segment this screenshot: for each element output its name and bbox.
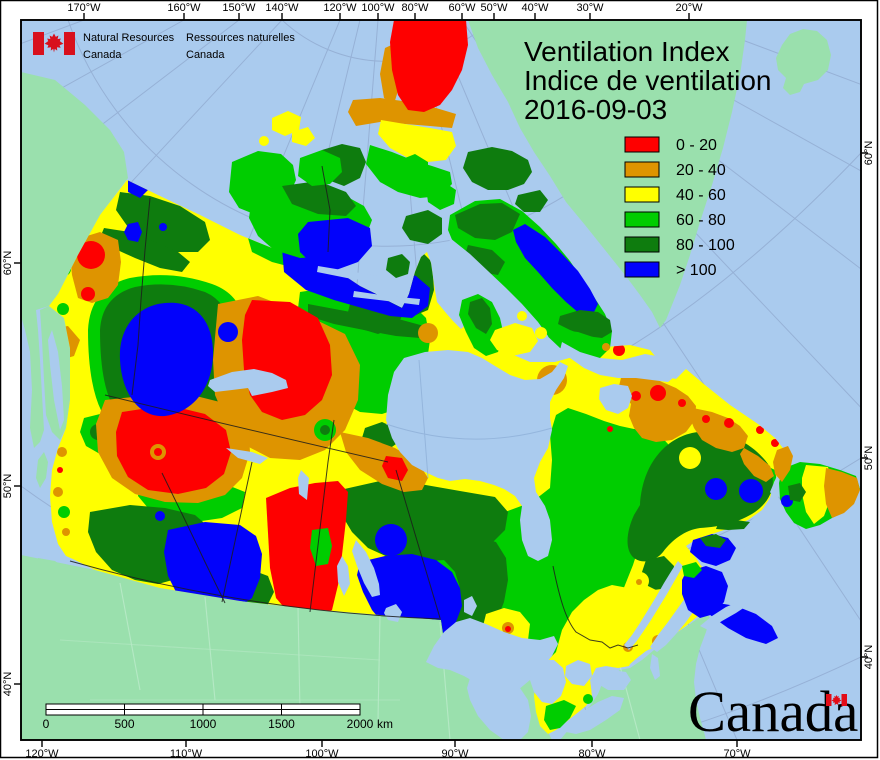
svg-text:km: km — [377, 717, 393, 731]
svg-text:1500: 1500 — [268, 717, 295, 731]
svg-text:2000: 2000 — [347, 717, 374, 731]
svg-text:Natural Resources: Natural Resources — [83, 32, 175, 44]
svg-text:0 - 20: 0 - 20 — [676, 137, 717, 154]
svg-text:60°N: 60°N — [2, 251, 14, 276]
svg-text:160°W: 160°W — [167, 2, 201, 14]
svg-text:500: 500 — [114, 717, 134, 731]
svg-text:60 - 80: 60 - 80 — [676, 212, 726, 229]
svg-text:1000: 1000 — [190, 717, 217, 731]
svg-text:90°W: 90°W — [441, 748, 469, 760]
svg-text:Canada: Canada — [688, 680, 858, 744]
svg-text:110°W: 110°W — [170, 748, 203, 760]
svg-text:Canada: Canada — [186, 49, 225, 61]
svg-text:40°W: 40°W — [521, 2, 549, 14]
svg-text:2016-09-03: 2016-09-03 — [524, 94, 667, 125]
svg-text:120°W: 120°W — [323, 2, 357, 14]
svg-text:80 - 100: 80 - 100 — [676, 237, 735, 254]
svg-text:70°W: 70°W — [723, 748, 751, 760]
svg-text:80°W: 80°W — [578, 748, 606, 760]
svg-text:50°N: 50°N — [2, 474, 14, 499]
svg-text:40°N: 40°N — [863, 645, 875, 670]
svg-text:Canada: Canada — [83, 49, 122, 61]
svg-text:Indice de ventilation: Indice de ventilation — [524, 65, 772, 96]
svg-text:100°W: 100°W — [361, 2, 395, 14]
svg-text:20 - 40: 20 - 40 — [676, 162, 726, 179]
svg-text:80°W: 80°W — [401, 2, 429, 14]
svg-text:60°W: 60°W — [448, 2, 476, 14]
svg-text:40°N: 40°N — [2, 672, 14, 697]
svg-text:0: 0 — [43, 717, 50, 731]
svg-text:100°W: 100°W — [305, 748, 339, 760]
svg-text:150°W: 150°W — [222, 2, 256, 14]
svg-text:170°W: 170°W — [67, 2, 101, 14]
svg-text:60°N: 60°N — [863, 141, 875, 166]
svg-text:20°W: 20°W — [675, 2, 703, 14]
svg-text:30°W: 30°W — [576, 2, 604, 14]
svg-text:50°W: 50°W — [480, 2, 508, 14]
svg-text:50°N: 50°N — [863, 446, 875, 471]
svg-text:120°W: 120°W — [25, 748, 59, 760]
svg-text:> 100: > 100 — [676, 262, 717, 279]
svg-text:140°W: 140°W — [265, 2, 299, 14]
svg-text:Ventilation Index: Ventilation Index — [524, 36, 730, 67]
svg-text:Ressources naturelles: Ressources naturelles — [186, 32, 295, 44]
svg-text:40 - 60: 40 - 60 — [676, 187, 726, 204]
